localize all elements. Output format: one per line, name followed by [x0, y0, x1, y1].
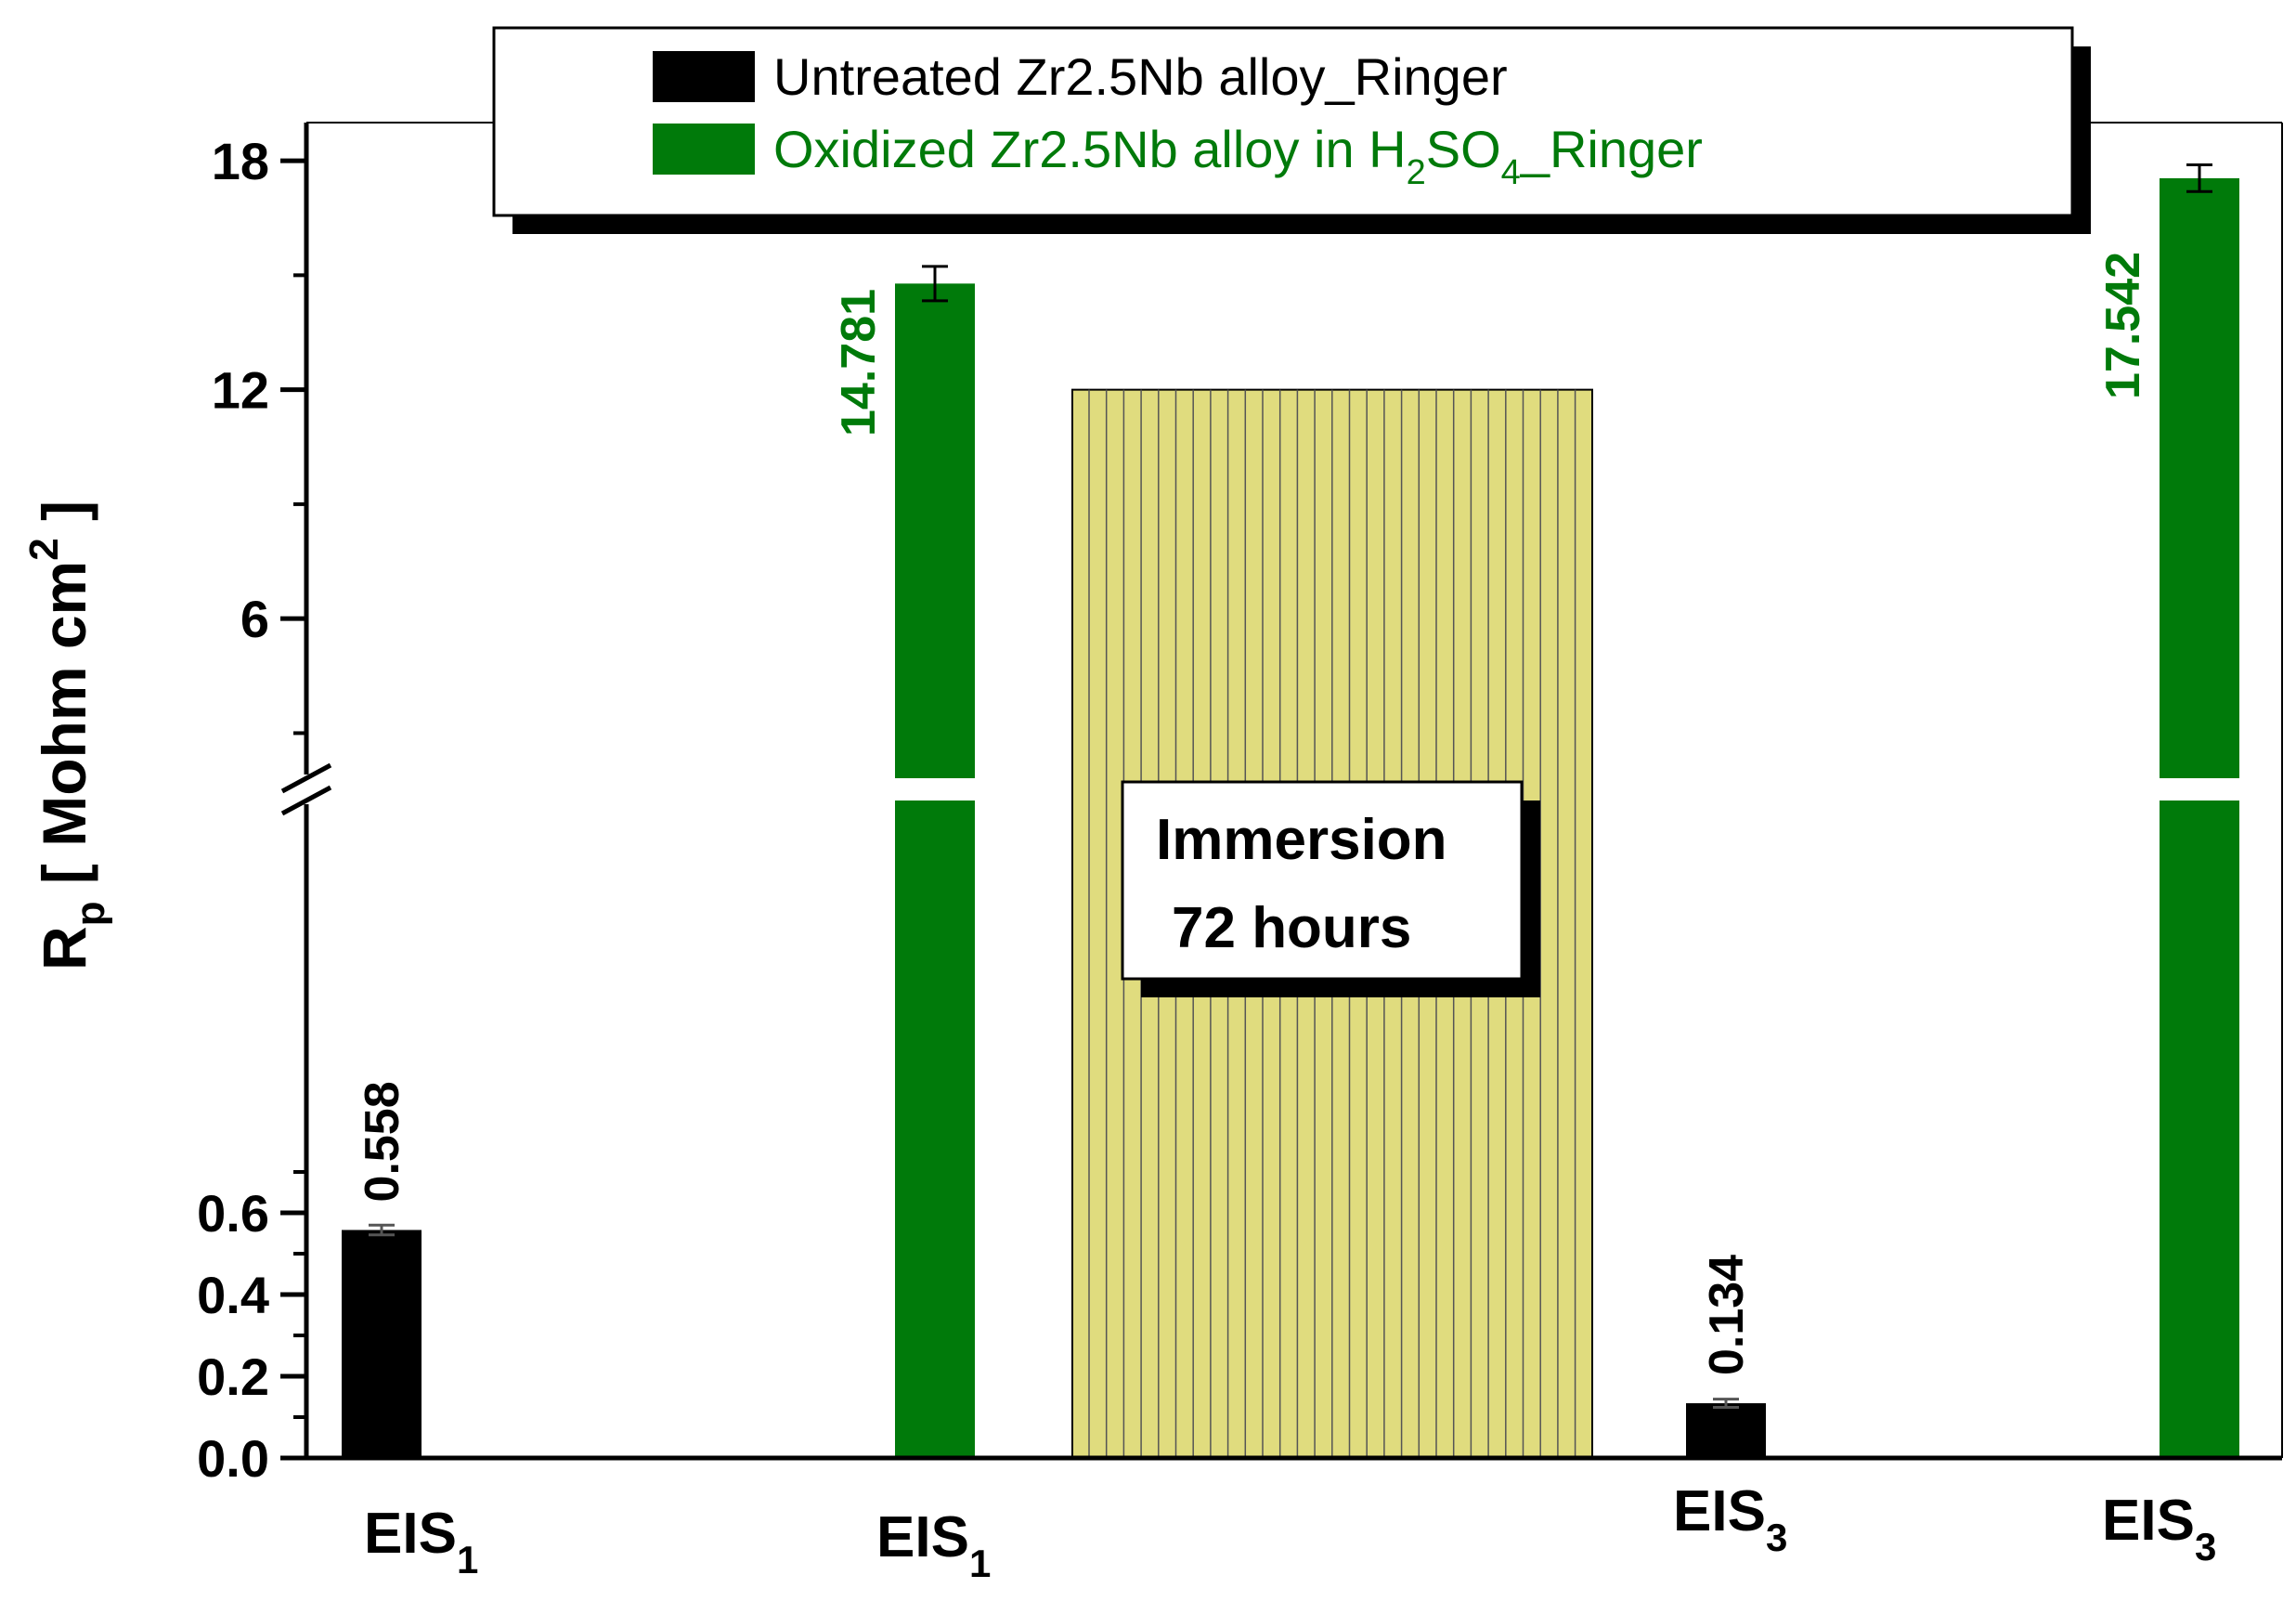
y-tick-label-lower-1: 0.2 [197, 1347, 269, 1406]
value-label-2: 0.134 [1700, 1255, 1754, 1375]
category-labels: EIS1 EIS1 EIS3 EIS3 [364, 1479, 2216, 1585]
bar-oxidized-1-lower [895, 800, 975, 1458]
legend-label-oxidized: Oxidized Zr2.5Nb alloy in H2SO4_Ringer [773, 120, 1703, 192]
axes-layer: 0.0 0.2 0.4 0.6 6 12 18 [197, 123, 2282, 1488]
y-tick-label-upper-1: 12 [212, 361, 269, 420]
category-label-3: EIS3 [2102, 1489, 2216, 1568]
y-tick-label-lower-3: 0.6 [197, 1184, 269, 1243]
category-label-1: EIS1 [876, 1505, 991, 1585]
axis-break-mark-2 [280, 785, 332, 816]
y-title-main: R [30, 926, 98, 970]
immersion-line-2: 72 hours [1172, 896, 1411, 960]
value-label-0: 0.558 [356, 1081, 409, 1202]
y-tick-label-lower-0: 0.0 [197, 1429, 269, 1488]
y-title-close: ] [30, 501, 98, 538]
immersion-box [1121, 780, 1524, 981]
legend-ox-sub1: 2 [1407, 153, 1426, 192]
legend-swatch-oxidized [653, 124, 755, 175]
bar-untreated-0 [342, 1230, 422, 1458]
y-title-unit: [ Mohm cm [30, 561, 98, 902]
legend-ox-part3: _Ringer [1520, 120, 1703, 178]
legend-swatch-untreated [653, 51, 755, 102]
legend-ox-part1: Oxidized Zr2.5Nb alloy in H [773, 120, 1407, 178]
bar-untreated-2 [1686, 1403, 1766, 1458]
value-label-1: 14.781 [832, 289, 886, 436]
legend-label-untreated: Untreated Zr2.5Nb alloy_Ringer [773, 47, 1508, 106]
y-title-sup: 2 [21, 538, 67, 560]
bar-oxidized-3-upper [2160, 177, 2239, 779]
y-tick-label-lower-2: 0.4 [197, 1266, 269, 1324]
immersion-annotation: Immersion 72 hours [1121, 780, 1540, 997]
legend-ox-sub2: 4 [1501, 153, 1521, 192]
legend-box [492, 26, 2074, 217]
legend-ox-part2: SO [1426, 120, 1501, 178]
legend: Untreated Zr2.5Nb alloy_Ringer Oxidized … [492, 26, 2091, 234]
immersion-line-1: Immersion [1156, 808, 1447, 872]
y-title-sub: p [68, 901, 113, 926]
category-label-0: EIS1 [364, 1502, 478, 1581]
bar-oxidized-3-lower [2160, 800, 2239, 1458]
value-label-3: 17.542 [2096, 252, 2150, 399]
category-label-2: EIS3 [1673, 1479, 1787, 1559]
bars-layer: 0.558 14.781 0.134 17.542 [342, 163, 2239, 1458]
y-axis-title: Rp [ Mohm cm2 ] [21, 501, 113, 970]
y-tick-label-upper-2: 18 [212, 132, 269, 190]
bar-oxidized-1-upper [895, 283, 975, 778]
y-tick-label-upper-0: 6 [240, 590, 269, 648]
axis-break-mark-1 [280, 762, 332, 794]
